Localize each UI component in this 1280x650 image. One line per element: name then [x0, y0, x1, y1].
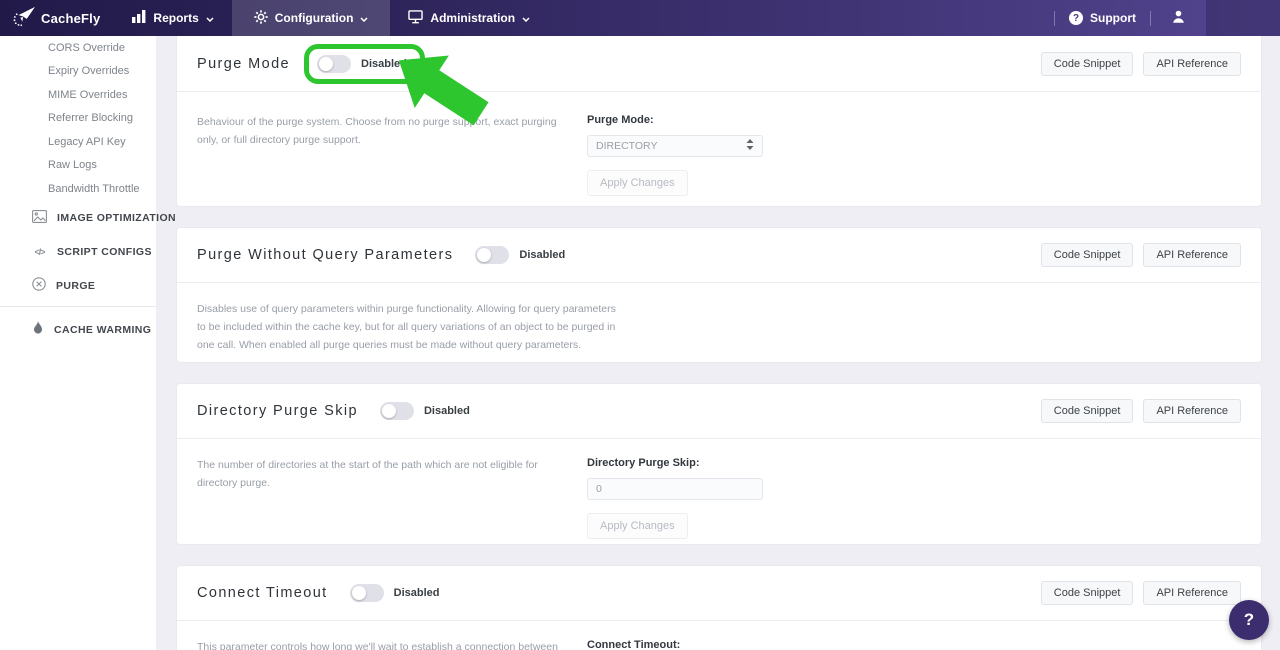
- card-body: This parameter controls how long we'll w…: [177, 621, 1261, 650]
- image-icon: [32, 209, 47, 226]
- code-snippet-button[interactable]: Code Snippet: [1040, 581, 1134, 605]
- field-label-directory-purge-skip: Directory Purge Skip:: [587, 457, 700, 469]
- top-navigation-bar: CacheFly Reports Configuration: [0, 0, 1280, 36]
- code-icon: </>: [34, 246, 45, 257]
- stepper-icon: [746, 139, 754, 153]
- card-description: This parameter controls how long we'll w…: [197, 641, 558, 650]
- card-purge-without-query-parameters: Purge Without Query Parameters Disabled …: [176, 227, 1262, 363]
- apply-changes-button[interactable]: Apply Changes: [587, 513, 688, 539]
- directory-purge-skip-input[interactable]: [587, 478, 763, 500]
- toggle-knob: [351, 586, 366, 600]
- card-description: The number of directories at the start o…: [197, 459, 538, 489]
- api-reference-button[interactable]: API Reference: [1143, 243, 1241, 267]
- apply-changes-button[interactable]: Apply Changes: [587, 170, 688, 196]
- toggle-knob: [319, 56, 333, 71]
- gear-icon: [254, 9, 268, 27]
- card-body: Disables use of query parameters within …: [177, 283, 1261, 362]
- help-button[interactable]: ?: [1229, 600, 1269, 640]
- toggle-knob: [477, 248, 492, 262]
- card-title: Connect Timeout: [197, 585, 328, 601]
- chevron-down-icon: [360, 11, 368, 25]
- toggle-state-label: Disabled: [423, 405, 470, 417]
- user-icon: [1171, 9, 1186, 27]
- sidebar-item-raw-logs[interactable]: Raw Logs: [48, 159, 97, 172]
- cachefly-logo[interactable]: CacheFly: [0, 6, 114, 31]
- toggle-knob: [381, 404, 396, 418]
- sidebar-item-script-configs[interactable]: </> SCRIPT CONFIGS: [0, 235, 156, 269]
- connect-timeout-toggle[interactable]: [349, 584, 384, 602]
- card-connect-timeout: Connect Timeout Disabled Code Snippet AP…: [176, 565, 1262, 650]
- card-purge-mode-header: Purge Mode Disabled Code Snippet API Ref…: [177, 36, 1261, 126]
- sidebar-item-cache-warming[interactable]: CACHE WARMING: [0, 313, 156, 347]
- card-header: Directory Purge Skip Disabled Code Snipp…: [177, 384, 1261, 439]
- monitor-icon: [408, 9, 424, 27]
- card-description: Disables use of query parameters within …: [197, 303, 616, 351]
- sidebar-divider: [0, 305, 156, 307]
- nav-item-account[interactable]: [1151, 0, 1206, 36]
- api-reference-button[interactable]: API Reference: [1143, 399, 1241, 423]
- annotation-highlight-box: Disabled: [304, 43, 425, 84]
- field-label-purge-mode: Purge Mode:: [587, 114, 654, 126]
- card-title: Directory Purge Skip: [197, 403, 358, 419]
- bar-chart-icon: [132, 10, 146, 26]
- page-title: Purge Mode: [197, 55, 290, 72]
- sidebar-item-expiry-overrides[interactable]: Expiry Overrides: [48, 65, 130, 78]
- nav-separator: [1054, 10, 1055, 26]
- nav-right-shade: [1206, 0, 1280, 36]
- sidebar-item-bandwidth-throttle[interactable]: Bandwidth Throttle: [48, 182, 140, 195]
- card-header: Connect Timeout Disabled Code Snippet AP…: [177, 566, 1261, 621]
- paper-plane-icon: [12, 6, 36, 31]
- purge-mode-select[interactable]: DIRECTORY: [587, 135, 763, 157]
- toggle-state-label: Disabled: [519, 249, 566, 261]
- nav-item-administration[interactable]: Administration: [390, 0, 548, 36]
- nav-separator: [1150, 10, 1151, 26]
- nav-item-configuration[interactable]: Configuration: [231, 0, 391, 36]
- card-description: Behaviour of the purge system. Choose fr…: [197, 116, 557, 146]
- directory-purge-skip-toggle[interactable]: [379, 402, 414, 420]
- card-purge-mode: Purge Mode Disabled Code Snippet API Ref…: [176, 36, 1262, 207]
- api-reference-button[interactable]: API Reference: [1143, 581, 1241, 605]
- chevron-down-icon: [522, 11, 530, 25]
- toggle-state-label: Disabled: [361, 57, 407, 70]
- question-circle-icon: ?: [1069, 11, 1083, 25]
- toggle-state-label: Disabled: [393, 587, 440, 599]
- nav-item-reports[interactable]: Reports: [114, 0, 231, 36]
- code-snippet-button[interactable]: Code Snippet: [1040, 51, 1134, 76]
- card-title: Purge Without Query Parameters: [197, 247, 454, 263]
- sidebar-item-mime-overrides[interactable]: MIME Overrides: [48, 88, 128, 101]
- card-directory-purge-skip: Directory Purge Skip Disabled Code Snipp…: [176, 383, 1262, 545]
- sidebar-item-legacy-api-key[interactable]: Legacy API Key: [48, 135, 126, 148]
- sidebar-item-cors-override[interactable]: CORS Override: [48, 41, 126, 54]
- question-mark-icon: ?: [1243, 610, 1255, 629]
- purge-mode-toggle[interactable]: [317, 54, 351, 73]
- purge-without-query-parameters-toggle[interactable]: [475, 246, 510, 264]
- card-header: Purge Without Query Parameters Disabled …: [177, 228, 1261, 283]
- sidebar: CORS Override Expiry Overrides MIME Over…: [0, 36, 176, 650]
- flame-icon: [32, 321, 44, 338]
- brand-name: CacheFly: [41, 10, 101, 26]
- nav-item-support[interactable]: ? Support: [1055, 0, 1150, 36]
- circle-x-icon: [32, 277, 46, 294]
- sidebar-item-purge[interactable]: PURGE: [0, 269, 156, 303]
- card-purge-mode-body: Behaviour of the purge system. Choose fr…: [177, 92, 1261, 216]
- chevron-down-icon: [206, 11, 214, 25]
- code-snippet-button[interactable]: Code Snippet: [1040, 399, 1134, 423]
- code-snippet-button[interactable]: Code Snippet: [1040, 243, 1134, 267]
- card-body: The number of directories at the start o…: [177, 439, 1261, 544]
- sidebar-item-referrer-blocking[interactable]: Referrer Blocking: [48, 112, 133, 125]
- select-value: DIRECTORY: [596, 140, 658, 152]
- main-content: Purge Mode Disabled Code Snippet API Ref…: [176, 36, 1262, 650]
- field-label-connect-timeout: Connect Timeout:: [587, 639, 681, 650]
- api-reference-button[interactable]: API Reference: [1143, 51, 1241, 76]
- sidebar-item-image-optimization[interactable]: IMAGE OPTIMIZATION: [0, 201, 176, 235]
